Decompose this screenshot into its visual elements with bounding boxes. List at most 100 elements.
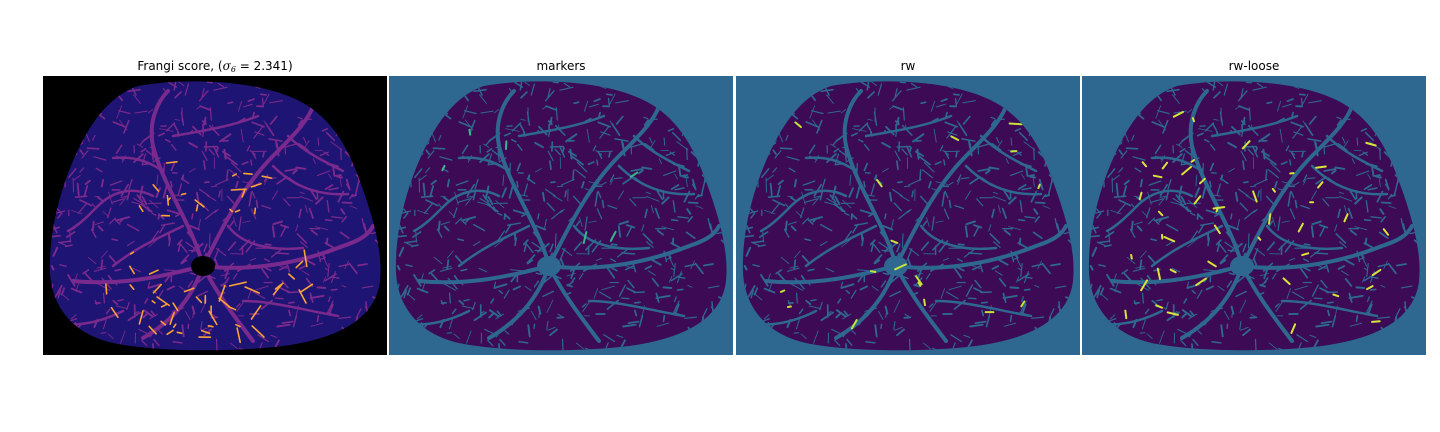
capillary-segment: [1237, 188, 1249, 197]
capillary-segment: [1172, 94, 1180, 105]
capillary-segment: [1147, 255, 1156, 265]
capillary-segment: [430, 179, 437, 186]
capillary-segment: [1213, 118, 1219, 121]
capillary-segment: [1179, 148, 1186, 153]
capillary-segment: [626, 287, 637, 294]
capillary-segment: [1205, 285, 1215, 291]
capillary-segment: [1320, 279, 1328, 289]
highlight-segment: [923, 298, 926, 307]
capillary-segment: [147, 108, 154, 114]
capillary-segment: [1366, 262, 1369, 277]
capillary-segment: [319, 151, 329, 157]
capillary-segment: [973, 287, 984, 294]
capillary-segment: [642, 233, 654, 244]
capillary-segment: [57, 212, 63, 219]
capillary-segment: [168, 237, 171, 247]
capillary-segment: [108, 217, 117, 225]
capillary-segment: [280, 225, 287, 237]
capillary-segment: [298, 142, 309, 151]
vessel: [894, 104, 1008, 268]
capillary-segment: [1194, 187, 1200, 198]
capillary-segment: [795, 292, 798, 304]
capillary-segment: [1171, 267, 1181, 273]
optic-disc: [1230, 256, 1254, 276]
capillary-segment: [396, 265, 401, 271]
capillary-segment: [944, 190, 949, 199]
capillary-segment: [786, 267, 800, 272]
capillary-segment: [96, 282, 111, 291]
capillary-segment: [86, 147, 100, 150]
capillary-segment: [939, 145, 944, 152]
capillary-segment: [191, 305, 196, 315]
capillary-segment: [850, 132, 859, 137]
capillary-segment: [618, 220, 629, 226]
capillary-segment: [593, 288, 599, 300]
capillary-segment: [1340, 270, 1349, 276]
capillary-segment: [206, 195, 217, 202]
capillary-segment: [1010, 137, 1013, 146]
highlight-segment: [609, 230, 617, 242]
capillary-segment: [312, 158, 316, 164]
capillary-segment: [1010, 170, 1024, 176]
capillary-segment: [593, 98, 601, 103]
capillary-segment: [1139, 178, 1143, 188]
capillary-segment: [1334, 166, 1346, 170]
capillary-segment: [438, 134, 442, 141]
capillary-segment: [1115, 182, 1119, 197]
capillary-segment: [1037, 260, 1042, 270]
capillary-segment: [255, 199, 259, 209]
capillary-segment: [520, 118, 526, 121]
capillary-segment: [846, 338, 853, 347]
vessel: [979, 134, 1038, 173]
capillary-segment: [448, 292, 451, 304]
capillary-segment: [155, 187, 161, 198]
capillary-segment: [551, 209, 563, 220]
capillary-segment: [634, 309, 638, 317]
capillary-segment: [417, 209, 429, 215]
capillary-segment: [690, 260, 695, 270]
capillary-segment: [793, 250, 801, 259]
capillary-segment: [1209, 143, 1216, 151]
vessel: [1240, 224, 1414, 270]
capillary-segment: [801, 191, 806, 206]
capillary-segment: [484, 328, 494, 335]
capillary-segment: [339, 231, 350, 239]
capillary-segment: [750, 241, 761, 247]
capillary-segment: [884, 305, 889, 315]
capillary-segment: [866, 123, 871, 131]
capillary-segment: [411, 231, 422, 238]
capillary-segment: [597, 121, 611, 128]
highlight-segment: [298, 289, 307, 304]
capillary-segment: [76, 182, 80, 197]
capillary-segment: [702, 308, 708, 318]
capillary-segment: [473, 88, 487, 93]
capillary-segment: [138, 328, 148, 335]
capillary-segment: [835, 312, 842, 319]
capillary-segment: [998, 277, 1007, 287]
capillary-segment: [511, 122, 522, 132]
highlight-segment: [151, 300, 156, 304]
capillary-segment: [150, 310, 156, 317]
capillary-segment: [601, 181, 607, 186]
capillary-segment: [980, 291, 992, 294]
capillary-segment: [985, 169, 991, 175]
capillary-segment: [1367, 187, 1378, 191]
capillary-segment: [878, 310, 884, 321]
capillary-segment: [763, 287, 776, 294]
capillary-segment: [349, 205, 358, 209]
capillary-segment: [964, 225, 969, 238]
capillary-segment: [1354, 196, 1363, 205]
highlight-segment: [894, 263, 907, 271]
capillary-segment: [136, 194, 144, 203]
highlight-segment: [1161, 161, 1169, 170]
capillary-segment: [992, 191, 998, 195]
capillary-segment: [196, 105, 202, 110]
capillary-segment: [463, 299, 470, 302]
capillary-segment: [1380, 201, 1392, 204]
capillary-segment: [1212, 194, 1222, 197]
capillary-segment: [1017, 219, 1026, 222]
capillary-segment: [1139, 259, 1143, 270]
capillary-segment: [469, 119, 476, 134]
capillary-segment: [898, 209, 910, 220]
capillary-segment: [564, 190, 567, 198]
